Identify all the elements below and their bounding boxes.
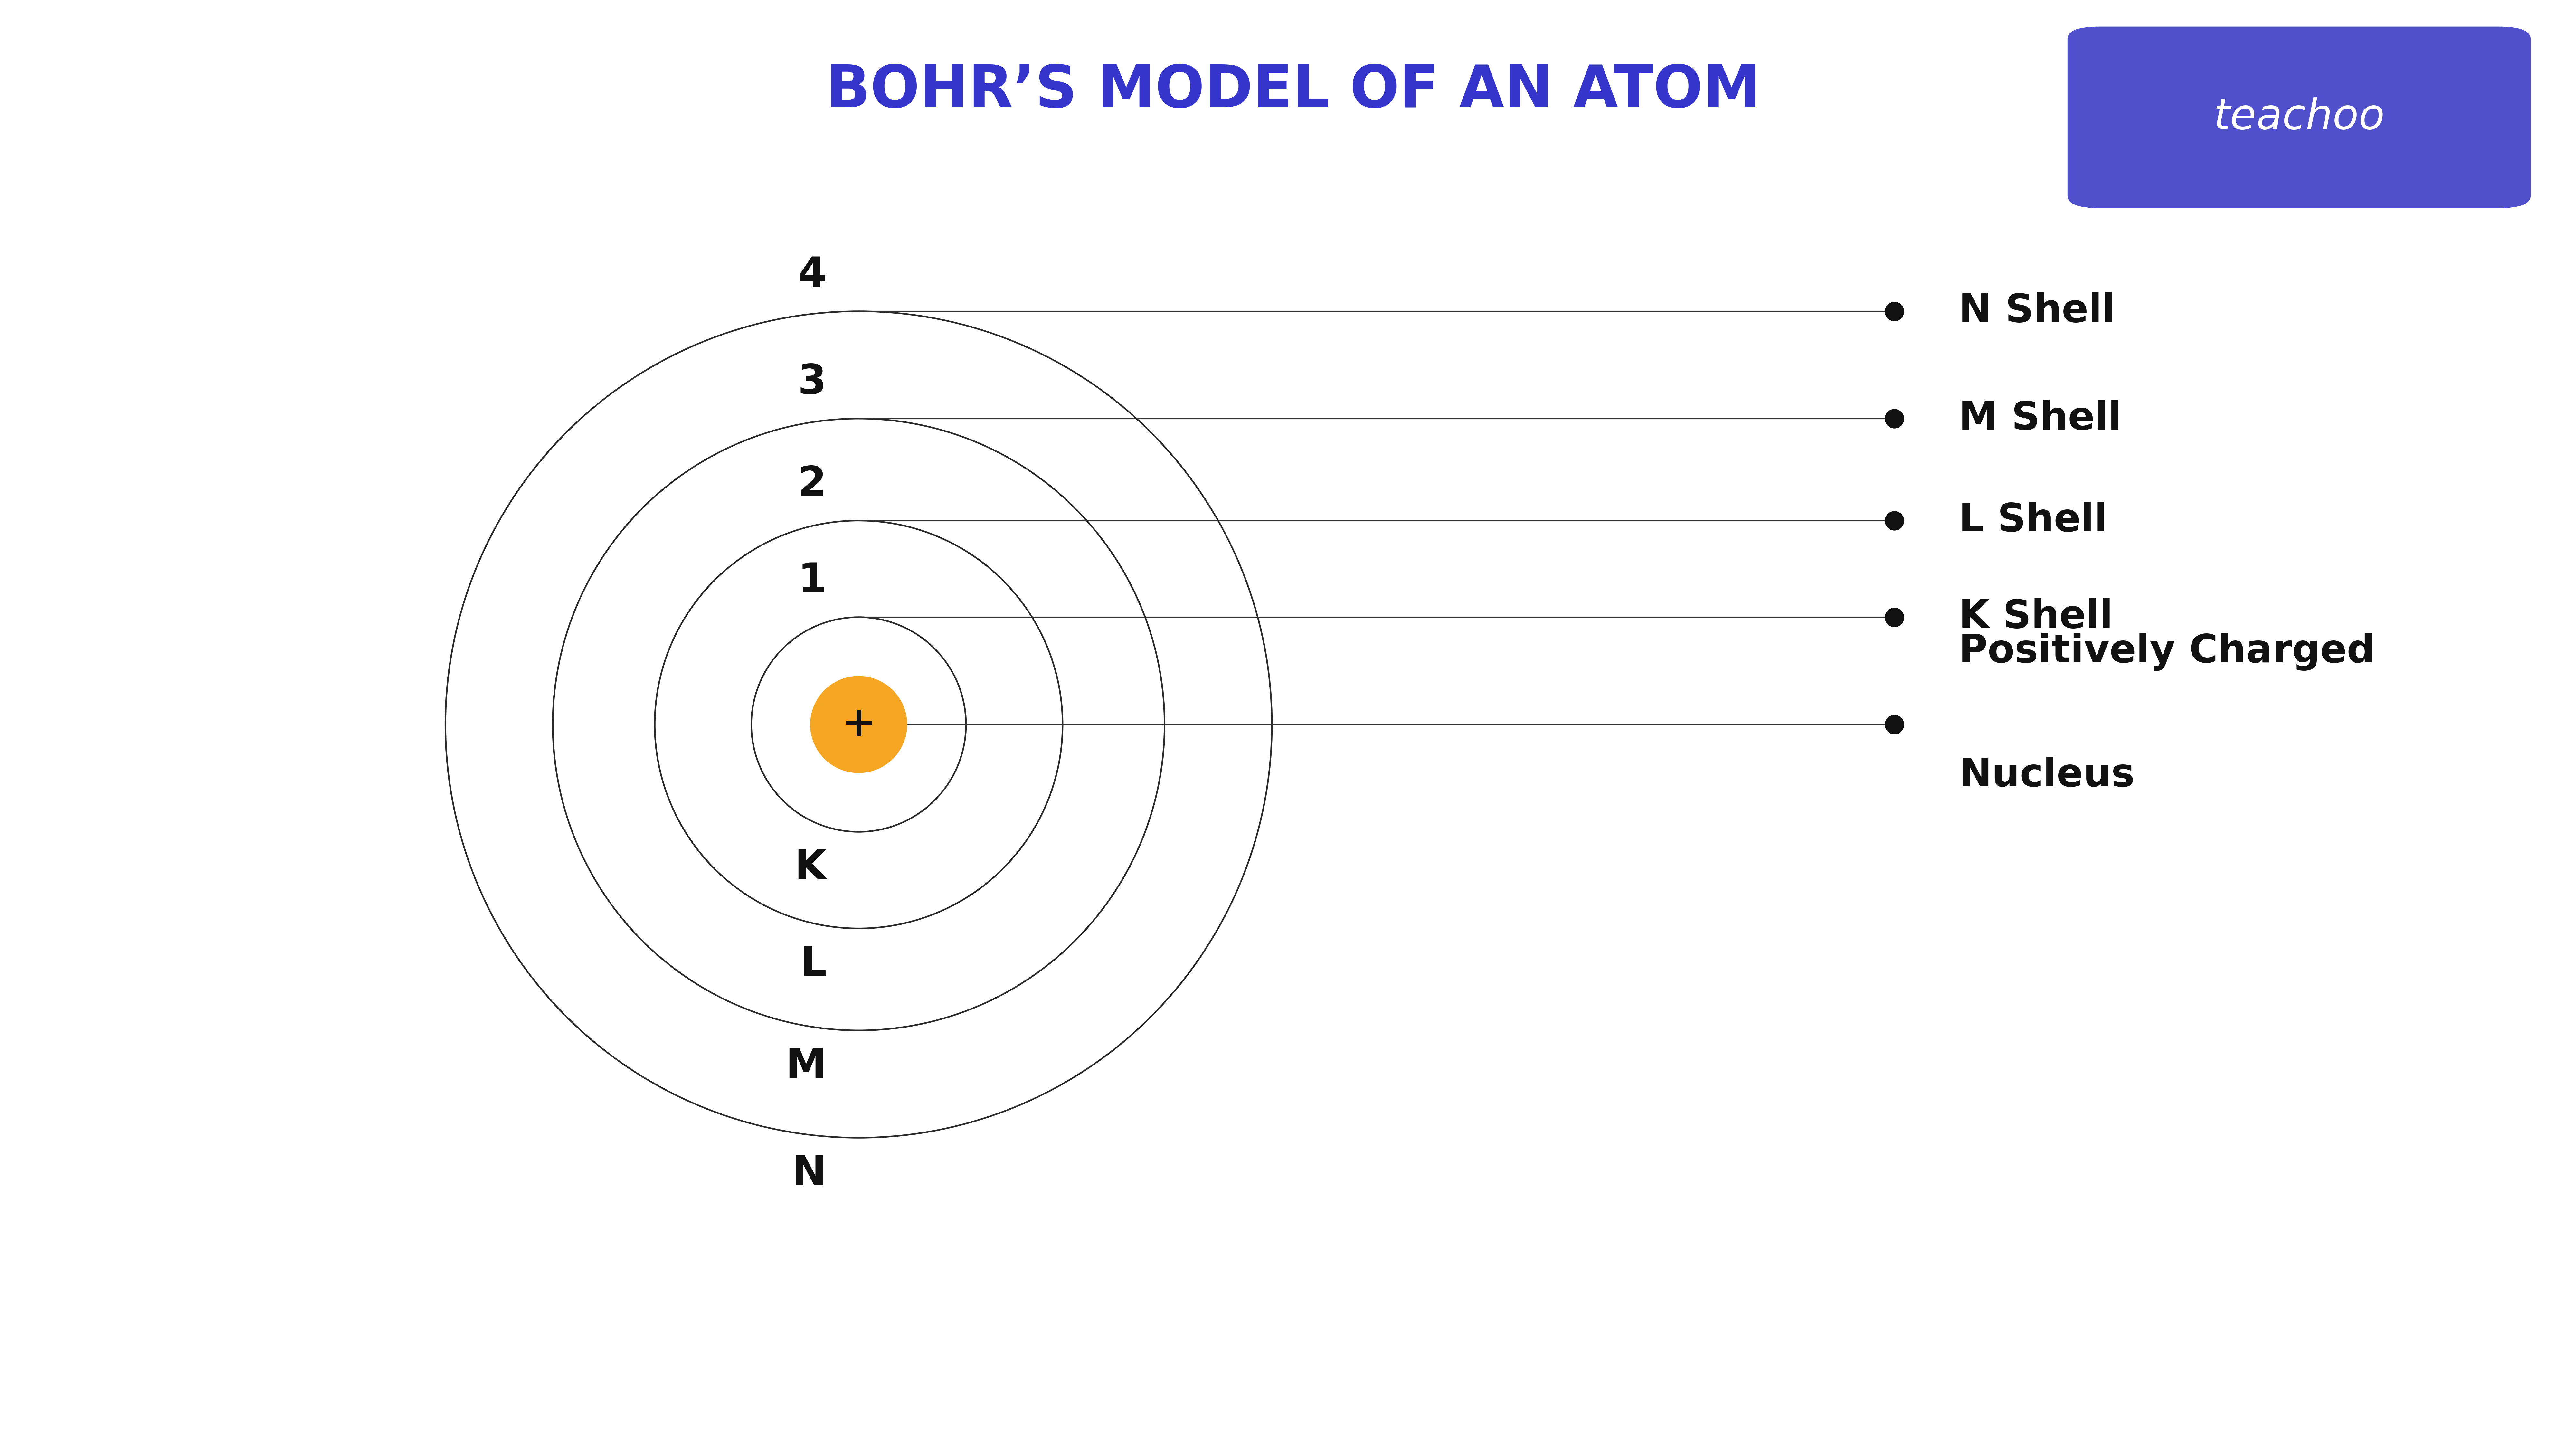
Text: M Shell: M Shell <box>1958 400 2123 438</box>
Text: 3: 3 <box>799 362 827 403</box>
Text: L Shell: L Shell <box>1958 501 2107 539</box>
Point <box>1873 606 1914 629</box>
Text: 2: 2 <box>799 464 827 504</box>
Text: M: M <box>786 1046 827 1087</box>
Point <box>1873 407 1914 430</box>
Text: Positively Charged: Positively Charged <box>1958 633 2375 671</box>
Text: 1: 1 <box>799 561 827 601</box>
Circle shape <box>811 677 907 772</box>
FancyBboxPatch shape <box>2069 26 2530 209</box>
Text: teachoo: teachoo <box>2213 97 2385 138</box>
Point <box>1873 713 1914 736</box>
Text: K: K <box>793 848 827 888</box>
Text: 4: 4 <box>799 255 827 296</box>
Point <box>1873 300 1914 323</box>
Text: BOHR’S MODEL OF AN ATOM: BOHR’S MODEL OF AN ATOM <box>827 62 1759 120</box>
Text: L: L <box>801 945 827 985</box>
Text: Nucleus: Nucleus <box>1958 756 2136 794</box>
Text: N: N <box>791 1153 827 1194</box>
Text: +: + <box>842 704 876 745</box>
Text: K Shell: K Shell <box>1958 598 2112 636</box>
Text: N Shell: N Shell <box>1958 293 2115 330</box>
Point <box>1873 509 1914 532</box>
